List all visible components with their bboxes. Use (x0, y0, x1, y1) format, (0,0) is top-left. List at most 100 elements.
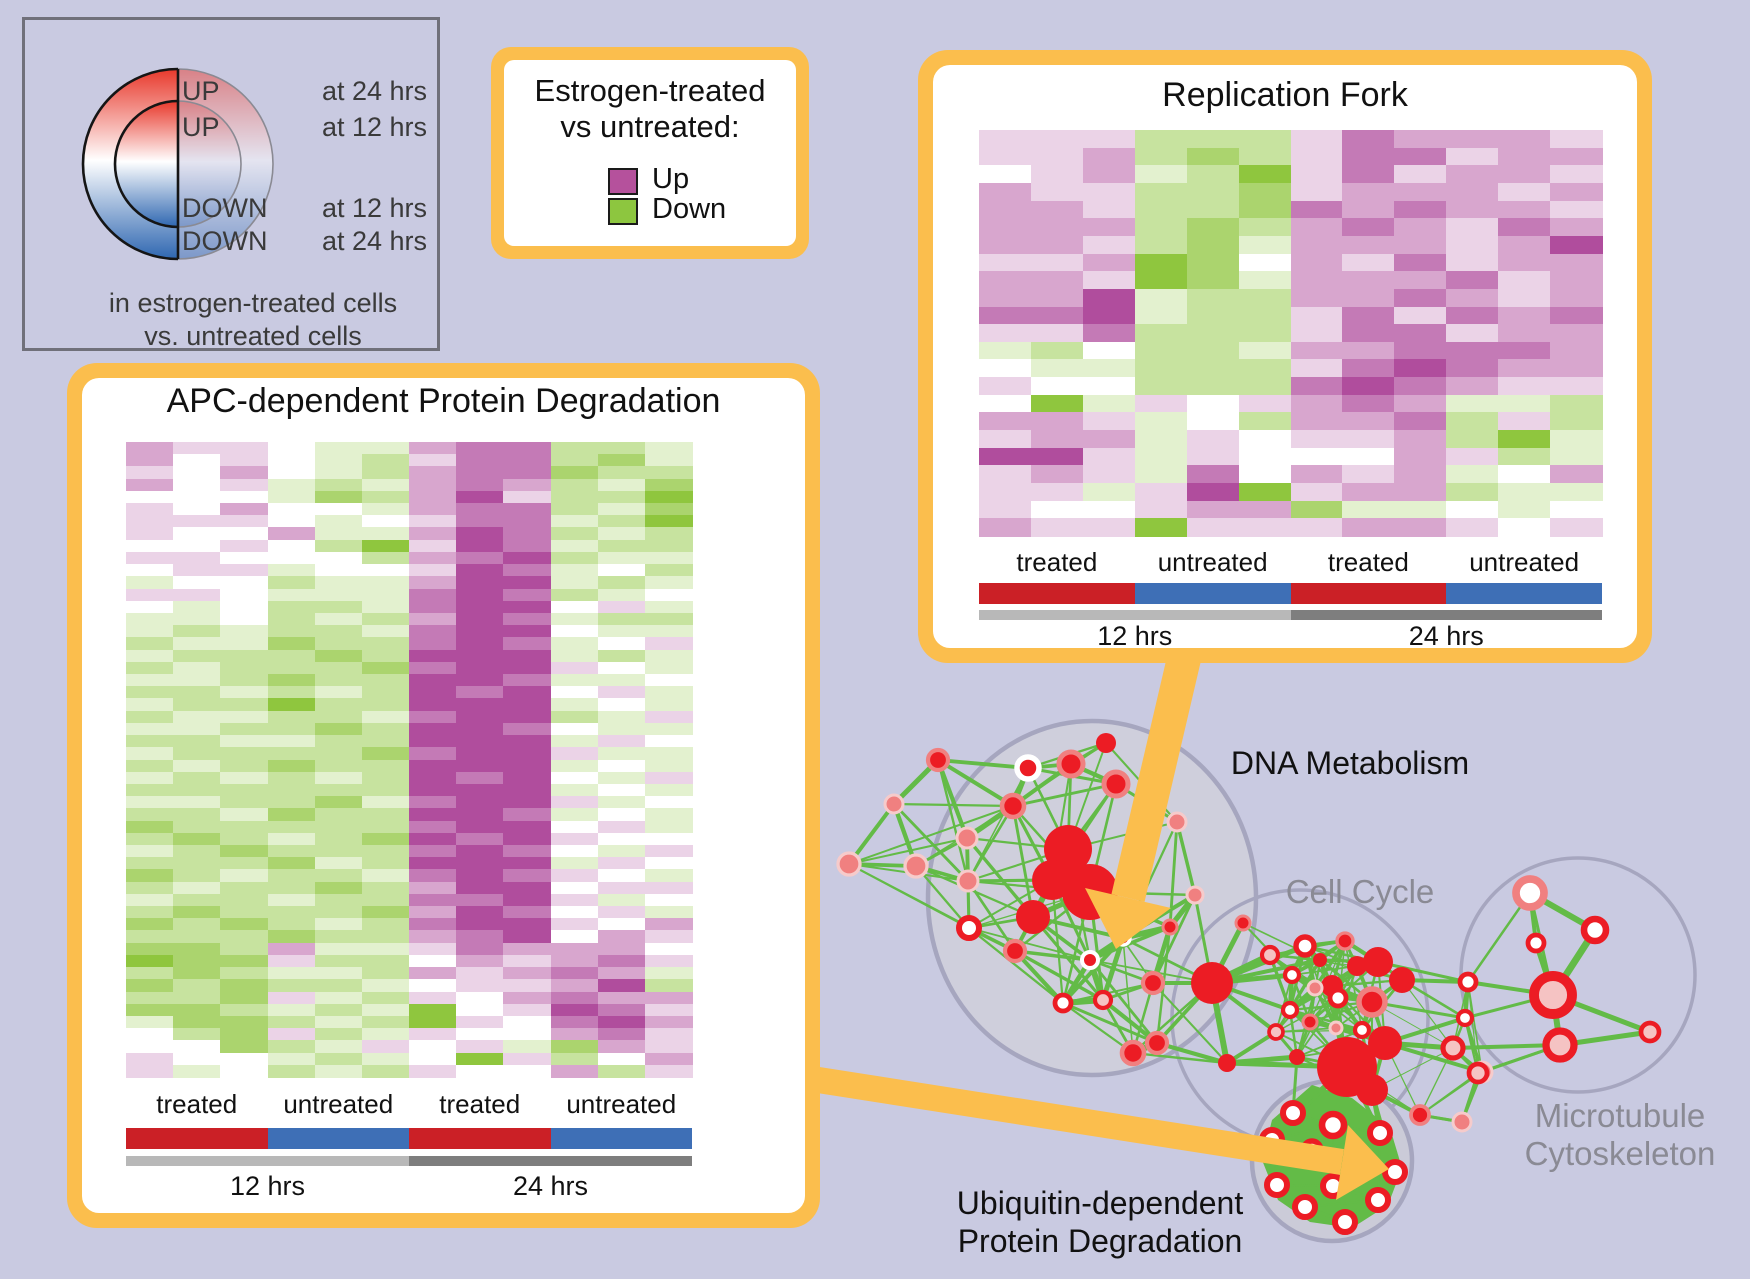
heatmap-cell (220, 857, 269, 870)
heatmap-cell (173, 1003, 221, 1017)
heatmap-cell (1082, 447, 1136, 466)
heatmap-cell (361, 991, 410, 1005)
heatmap-cell (597, 503, 646, 516)
heatmap-cell (644, 612, 693, 626)
heatmap-cell (1082, 412, 1136, 431)
heatmap-cell (1082, 165, 1136, 184)
heatmap-cell (1342, 483, 1395, 502)
heatmap-cell (644, 881, 693, 895)
network-node-49 (1356, 1074, 1388, 1106)
heatmap-cell (126, 967, 174, 980)
heatmap-cell (126, 1040, 174, 1054)
heatmap-cell (409, 649, 457, 663)
network-edge (1151, 893, 1197, 985)
heatmap-cell (314, 466, 363, 480)
heatmap-cell (1498, 306, 1551, 325)
heatmap-cell (314, 869, 363, 883)
heatmap-cell (1290, 147, 1344, 166)
heatmap-cell (173, 942, 221, 956)
heatmap-cell (220, 637, 269, 651)
heatmap-cell (644, 515, 693, 529)
heatmap-cell (1238, 165, 1292, 184)
legend-up-label: Up (652, 163, 690, 195)
network-edge (1466, 891, 1532, 984)
heatmap-cell (173, 637, 221, 651)
network-edge (1288, 1008, 1364, 1032)
heatmap-cell (267, 710, 316, 724)
treated-bar (126, 1128, 268, 1149)
heatmap-cell (361, 808, 410, 822)
key-footer-line2: vs. untreated cells (144, 321, 362, 351)
heatmap-cell (503, 1015, 552, 1029)
heatmap-cell (597, 857, 646, 870)
heatmap-cell (314, 1015, 363, 1029)
heatmap-cell (1342, 200, 1395, 219)
heatmap-cell (409, 637, 457, 651)
network-edge (1088, 958, 1159, 1045)
network-edge (1467, 981, 1483, 1073)
group-label-untreated: untreated (566, 1089, 677, 1119)
network-node-55 (1440, 1035, 1466, 1061)
heatmap-cell (361, 820, 410, 834)
heatmap-cell (1394, 324, 1447, 343)
heatmap-cell (644, 942, 693, 956)
network-node-30 (1282, 965, 1302, 985)
network-node-10 (1096, 733, 1116, 753)
heatmap-cell (503, 832, 552, 846)
heatmap-cell (267, 796, 316, 809)
heatmap-cell (1342, 518, 1395, 537)
heatmap-cell (644, 820, 693, 834)
heatmap-cell (409, 612, 457, 626)
heatmap-cell (1030, 341, 1084, 361)
heatmap-cell (1290, 518, 1344, 537)
heatmap-cell (361, 930, 410, 944)
heatmap-cell (597, 576, 646, 590)
heatmap-cell (1238, 218, 1292, 237)
heatmap-cell (361, 796, 410, 809)
heatmap-cell (220, 832, 269, 846)
heatmap-cell (1186, 218, 1240, 237)
heatmap-cell (314, 576, 363, 590)
heatmap-cell (550, 576, 599, 590)
heatmap-cell (314, 600, 363, 614)
heatmap-cell (1446, 130, 1499, 149)
heatmap-cell (361, 1064, 410, 1078)
heatmap-cell (503, 503, 552, 516)
heatmap-cell (267, 783, 316, 797)
heatmap-cell (1134, 465, 1188, 484)
heatmap-cell (361, 442, 410, 455)
heatmap-cell (550, 1015, 599, 1029)
heatmap-cell (409, 844, 457, 858)
heatmap-cell (1238, 130, 1292, 149)
heatmap-cell (1446, 218, 1499, 237)
heatmap-cell (456, 686, 504, 700)
heatmap-cell (314, 832, 363, 846)
heatmap-cell (644, 759, 693, 773)
heatmap-cell (1342, 130, 1395, 149)
heatmap-cell (1290, 500, 1344, 519)
heatmap-cell (1394, 147, 1447, 166)
heatmap-cell (1550, 271, 1603, 290)
heatmap-cell (456, 466, 504, 480)
heatmap-cell (1498, 518, 1551, 537)
key-down-12-word: DOWN (182, 193, 268, 223)
heatmap-cell (126, 466, 174, 480)
heatmap-cell (1082, 483, 1136, 502)
heatmap-cell (1290, 483, 1344, 502)
heatmap-cell (126, 478, 174, 492)
heatmap-cell (1238, 518, 1292, 537)
heatmap-cell (1446, 288, 1499, 308)
treated-bar (409, 1128, 551, 1149)
heatmap-cell (644, 918, 693, 932)
heatmap-cell (314, 649, 363, 663)
heatmap-cell (409, 588, 457, 602)
heatmap-cell (979, 235, 1032, 255)
heatmap-cell (361, 967, 410, 980)
heatmap-cell (314, 661, 363, 675)
heatmap-cell (456, 649, 504, 663)
heatmap-cell (597, 844, 646, 858)
heatmap-cell (314, 490, 363, 504)
heatmap-cell (644, 503, 693, 516)
heatmap-cell (361, 515, 410, 529)
heatmap-cell (644, 625, 693, 638)
